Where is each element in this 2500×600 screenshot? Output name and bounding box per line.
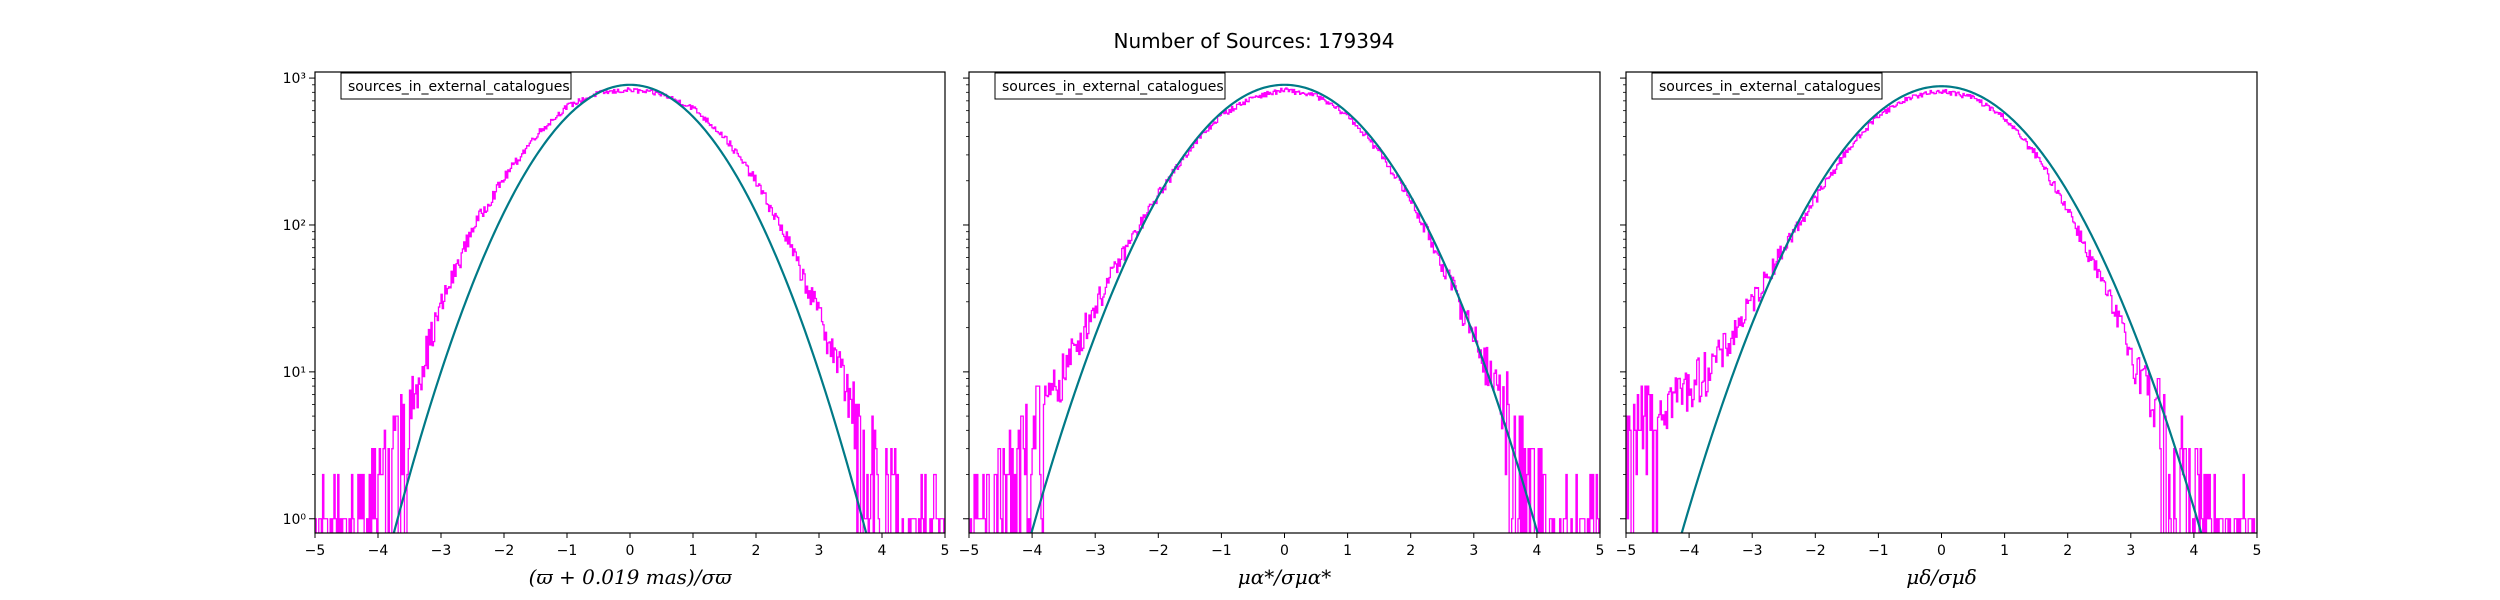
x-tick-label: 1: [689, 543, 698, 559]
legend: sources_in_external_catalogues: [994, 72, 1226, 100]
y-tick-label: 10¹: [283, 365, 306, 381]
plot-area: [315, 83, 945, 533]
legend-label: sources_in_external_catalogues: [1002, 79, 1224, 95]
gaussian-fit-line: [1680, 85, 2203, 533]
legend: sources_in_external_catalogues: [1651, 72, 1883, 100]
histogram-series: [315, 87, 945, 533]
legend-label: sources_in_external_catalogues: [348, 79, 570, 95]
x-axis-label: (ϖ + 0.019 mas)/σϖ: [529, 565, 733, 589]
x-tick-label: 4: [2189, 543, 2198, 559]
plot-area: [1626, 85, 2256, 533]
x-tick-label: −5: [1616, 543, 1637, 559]
x-tick-label: 0: [1280, 543, 1289, 559]
x-tick-label: 0: [626, 543, 635, 559]
x-tick-label: −2: [494, 543, 515, 559]
y-tick-label: 10³: [283, 71, 306, 87]
legend: sources_in_external_catalogues: [340, 72, 572, 100]
x-tick-label: 4: [1532, 543, 1541, 559]
x-tick-label: −2: [1148, 543, 1169, 559]
axes-frame: [314, 71, 946, 534]
legend-label: sources_in_external_catalogues: [1659, 79, 1881, 95]
chart-panel-3: −5 −4 −3 −2 −1 0 1 2 3 4 5 sources_in_external_cata…: [1616, 71, 2262, 589]
x-tick-label: −1: [557, 543, 578, 559]
x-tick-label: −1: [1868, 543, 1889, 559]
x-tick-label: 5: [1596, 543, 1605, 559]
x-tick-label: 0: [1937, 543, 1946, 559]
x-tick-label: −4: [1679, 543, 1700, 559]
x-tick-label: 2: [2063, 543, 2072, 559]
x-tick-label: −3: [1742, 543, 1763, 559]
x-axis-label: μδ/σμδ: [1906, 565, 1976, 589]
x-tick-label: −1: [1211, 543, 1232, 559]
x-tick-label: 3: [2126, 543, 2135, 559]
x-tick-label: 3: [815, 543, 824, 559]
x-axis-label: μα*/σμα*: [1238, 565, 1331, 589]
y-tick-label: 10²: [283, 218, 306, 234]
x-tick-label: 2: [752, 543, 761, 559]
x-tick-label: 5: [2253, 543, 2262, 559]
x-tick-label: −5: [959, 543, 980, 559]
x-tick-label: −3: [431, 543, 452, 559]
legend-box: [340, 72, 572, 100]
chart-panel-2: −5 −4 −3 −2 −1 0 1 2 3 4 5 sources_in_external_cata…: [959, 71, 1605, 589]
x-tick-label: 1: [1343, 543, 1352, 559]
x-tick-label: −4: [368, 543, 389, 559]
x-tick-label: 4: [878, 543, 887, 559]
x-tick-label: 1: [2000, 543, 2009, 559]
x-tick-label: −2: [1805, 543, 1826, 559]
x-tick-label: 5: [941, 543, 950, 559]
x-tick-label: 3: [1469, 543, 1478, 559]
gaussian-fit-line: [1030, 83, 1539, 533]
axes-frame: [1625, 71, 2258, 534]
x-tick-label: −4: [1022, 543, 1043, 559]
x-tick-label: −5: [305, 543, 326, 559]
histogram-series: [1626, 88, 2256, 533]
legend-box: [1651, 72, 1883, 100]
y-tick-label: 10⁰: [283, 512, 307, 528]
figure-title: Number of Sources: 179394: [1114, 29, 1395, 53]
x-tick-label: −3: [1085, 543, 1106, 559]
gaussian-fit-line: [392, 83, 868, 533]
legend-box: [994, 72, 1226, 100]
x-tick-label: 2: [1406, 543, 1415, 559]
histogram-series: [969, 87, 1600, 533]
chart-panel-1: −5 −4 −3 −2 −1 0 1 2 3 4 5 10⁰ 10¹ 10² 10³ sources_in_e…: [283, 71, 950, 589]
plot-area: [969, 83, 1600, 533]
